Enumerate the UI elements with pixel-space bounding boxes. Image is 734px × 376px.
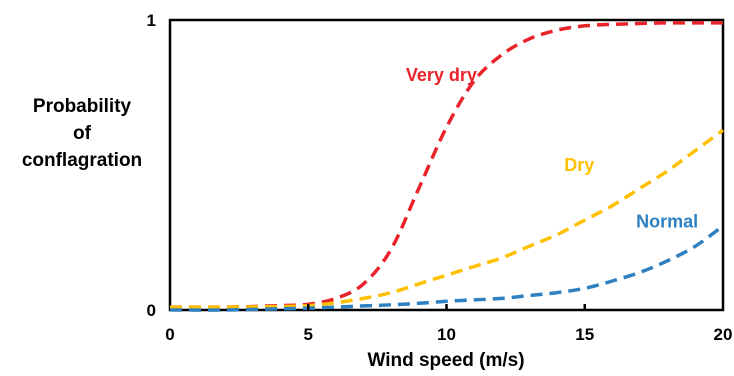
y-axis-title-line-1: Probability xyxy=(33,96,132,117)
series-label-normal: Normal xyxy=(636,211,698,231)
label-layer: Very dry Dry Normal xyxy=(406,65,698,231)
y-axis-title-line-2: of xyxy=(73,123,92,144)
y-axis-title-line-3: conflagration xyxy=(22,150,142,171)
x-tick-label-5: 5 xyxy=(304,325,313,344)
tick-layer: 0 5 10 15 20 0 1 xyxy=(147,11,733,344)
y-tick-label-1: 1 xyxy=(147,11,156,30)
series-label-very-dry: Very dry xyxy=(406,65,477,85)
x-tick-label-15: 15 xyxy=(575,325,594,344)
x-tick-label-0: 0 xyxy=(165,325,174,344)
series-label-dry: Dry xyxy=(564,155,594,175)
plot-area xyxy=(168,18,725,312)
x-axis-title: Wind speed (m/s) xyxy=(367,350,524,371)
x-tick-label-20: 20 xyxy=(714,325,733,344)
x-tick-label-10: 10 xyxy=(437,325,456,344)
y-axis-title: Probability of conflagration xyxy=(22,96,142,171)
y-tick-label-0: 0 xyxy=(147,301,156,320)
